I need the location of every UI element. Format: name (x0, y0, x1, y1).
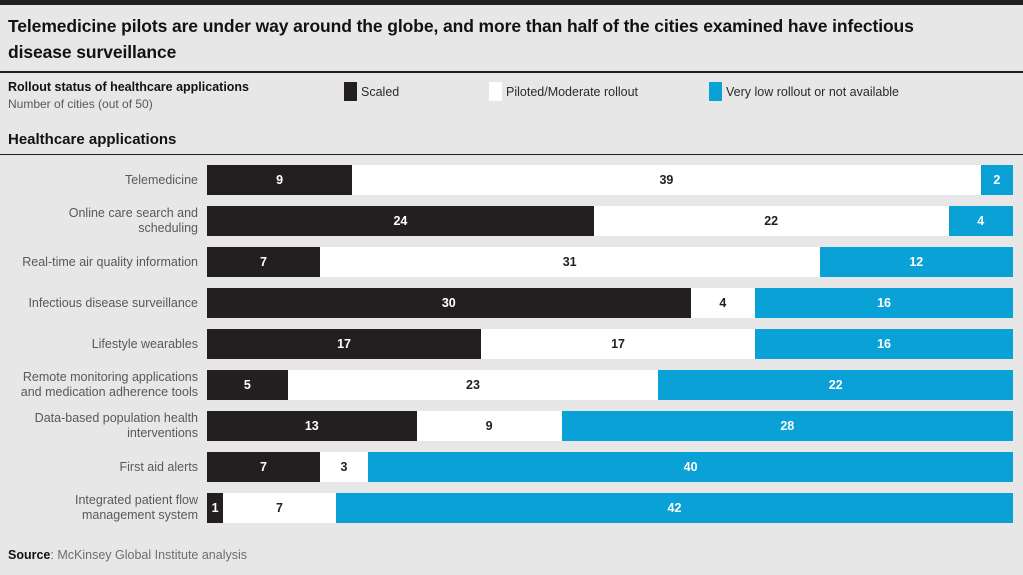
rollout-status-block: Rollout status of healthcare application… (8, 80, 249, 111)
bar-segment: 22 (593, 206, 949, 236)
category-label: First aid alerts (119, 459, 199, 474)
bar-track: 24 22 4 (207, 206, 1013, 236)
category-label: Infectious disease surveillance (28, 295, 198, 310)
bar-segment: 16 (755, 288, 1013, 318)
chart-meta-row: Rollout status of healthcare application… (0, 73, 1023, 121)
bar-segment: 28 (561, 411, 1013, 441)
section-divider (0, 154, 1023, 155)
bar-segment: 1 (207, 493, 224, 523)
bar-track: 5 23 22 (207, 370, 1013, 400)
category-label: Integrated patient flow management syste… (75, 493, 198, 522)
chart-row: Lifestyle wearables 17 17 16 (8, 329, 1013, 359)
rollout-status-label: Rollout status of healthcare application… (8, 80, 250, 94)
title-divider (0, 71, 1023, 73)
very-low-swatch-icon (709, 82, 722, 101)
bar-segment: 3 (319, 452, 369, 482)
category-label: Remote monitoring applications and medic… (20, 370, 198, 399)
bar-segment: 12 (819, 247, 1013, 277)
piloted-swatch-icon (489, 82, 502, 101)
legend-label: Piloted/Moderate rollout (506, 84, 639, 99)
legend-label: Very low rollout or not available (726, 84, 900, 99)
bar-segment: 40 (368, 452, 1013, 482)
bar-segment: 24 (207, 206, 594, 236)
bar-segment: 13 (207, 411, 417, 441)
bar-segment: 4 (690, 288, 756, 318)
category-label: Online care search and scheduling (68, 206, 198, 235)
bar-segment: 7 (207, 452, 320, 482)
chart-row: First aid alerts 7 3 40 (8, 452, 1013, 482)
section-title: Healthcare applications (8, 131, 177, 148)
bar-segment: 2 (980, 165, 1013, 195)
units-label: Number of cities (out of 50) (8, 97, 153, 111)
source-label: Source (8, 548, 51, 562)
source-text: : McKinsey Global Institute analysis (50, 548, 248, 562)
bar-track: 17 17 16 (207, 329, 1013, 359)
bar-segment: 9 (416, 411, 562, 441)
bar-segment: 30 (207, 288, 691, 318)
category-label: Real-time air quality information (22, 254, 198, 269)
bar-segment: 22 (658, 370, 1013, 400)
chart-row: Integrated patient flow management syste… (8, 493, 1013, 523)
chart-row: Remote monitoring applications and medic… (8, 370, 1013, 400)
stacked-bar-chart: Telemedicine 9 39 2 Online care search and s… (8, 165, 1013, 523)
chart-row: Infectious disease surveillance 30 4 16 (8, 288, 1013, 318)
chart-row: Data-based population health interventio… (8, 411, 1013, 441)
bar-track: 1 7 42 (207, 493, 1013, 523)
chart-row: Telemedicine 9 39 2 (8, 165, 1013, 195)
bar-segment: 9 (207, 165, 353, 195)
chart-row: Real-time air quality information 7 31 12 (8, 247, 1013, 277)
category-label: Lifestyle wearables (91, 336, 198, 351)
bar-segment: 17 (481, 329, 756, 359)
bar-track: 9 39 2 (207, 165, 1013, 195)
bar-segment: 7 (207, 247, 320, 277)
category-label: Telemedicine (125, 172, 198, 187)
bar-track: 13 9 28 (207, 411, 1013, 441)
top-accent-bar (0, 0, 1023, 5)
source-note: Source: McKinsey Global Institute analys… (8, 548, 1023, 562)
chart-row: Online care search and scheduling 24 22 4 (8, 206, 1013, 236)
bar-segment: 23 (287, 370, 659, 400)
category-label: Data-based population health interventio… (34, 411, 198, 440)
legend-item-very-low: Very low rollout or not available (709, 82, 899, 101)
legend-label: Scaled (361, 84, 400, 99)
chart-title: Telemedicine pilots are under way around… (8, 16, 914, 62)
bar-segment: 16 (755, 329, 1013, 359)
bar-segment: 39 (352, 165, 981, 195)
bar-track: 30 4 16 (207, 288, 1013, 318)
bar-segment: 31 (319, 247, 820, 277)
bar-segment: 42 (335, 493, 1013, 523)
bar-track: 7 31 12 (207, 247, 1013, 277)
bar-segment: 7 (223, 493, 336, 523)
bar-segment: 4 (948, 206, 1013, 236)
scaled-swatch-icon (344, 82, 357, 101)
bar-segment: 17 (207, 329, 482, 359)
bar-segment: 5 (207, 370, 288, 400)
legend-item-scaled: Scaled (344, 82, 399, 101)
legend-item-piloted: Piloted/Moderate rollout (489, 82, 638, 101)
bar-track: 7 3 40 (207, 452, 1013, 482)
